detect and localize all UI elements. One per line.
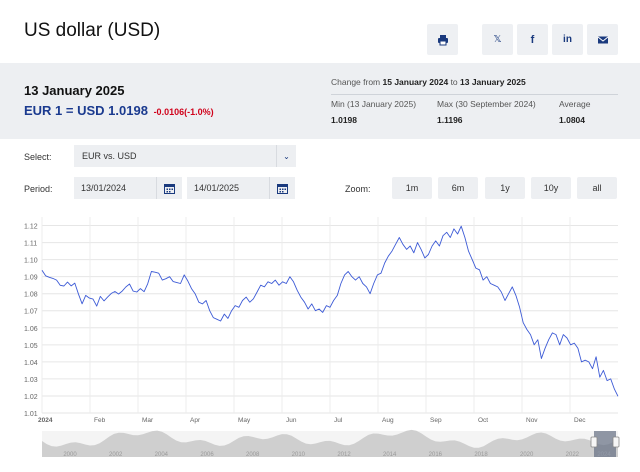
y-tick-label: 1.10 — [24, 258, 38, 265]
navigator-label: 2018 — [474, 452, 488, 458]
x-tick-label: Feb — [94, 417, 106, 424]
stat-min-label: Min (13 January 2025) — [331, 99, 417, 109]
x-tick-label: Sep — [430, 417, 442, 424]
rate-change: -0.0106(-1.0%) — [153, 107, 214, 117]
zoom-1y-button[interactable]: 1y — [485, 177, 525, 199]
stat-average: Average 1.0804 — [559, 99, 591, 125]
x-tick-label: Mar — [142, 417, 154, 424]
y-tick-label: 1.02 — [24, 394, 38, 401]
navigator-label: 2002 — [109, 452, 123, 458]
print-icon — [437, 34, 448, 45]
navigator-label: 2000 — [63, 452, 77, 458]
calendar-icon[interactable] — [156, 177, 182, 199]
x-tick-label: Nov — [526, 417, 538, 424]
stat-max: Max (30 September 2024) 1.1196 — [437, 99, 536, 125]
share-linkedin-button[interactable]: in — [552, 24, 583, 55]
stat-min: Min (13 January 2025) 1.0198 — [331, 99, 416, 125]
period-label: Period: — [24, 184, 53, 194]
series-group — [41, 225, 619, 397]
navigator-label: 2014 — [383, 452, 397, 458]
navigator-label: 2022 — [566, 452, 580, 458]
x-tick-label: Jun — [286, 417, 297, 424]
y-tick-label: 1.07 — [24, 309, 38, 316]
email-icon — [597, 36, 608, 43]
x-tick-label: Aug — [382, 417, 394, 424]
x-tick-label: 2024 — [38, 417, 53, 424]
navigator-label: 2012 — [337, 452, 351, 458]
x-tick-label: Apr — [190, 417, 201, 424]
zoom-1m-button[interactable]: 1m — [392, 177, 432, 199]
series-line — [41, 225, 619, 397]
date-from-input[interactable]: 13/01/2024 — [74, 177, 182, 199]
rate-date: 13 January 2025 — [24, 83, 125, 98]
change-prefix: Change from — [331, 77, 383, 87]
y-tick-label: 1.05 — [24, 343, 38, 350]
stat-average-label: Average — [559, 99, 591, 109]
y-tick-label: 1.01 — [24, 411, 38, 418]
navigator-label: 2010 — [292, 452, 306, 458]
stat-max-value: 1.1196 — [437, 115, 463, 125]
zoom-10y-button[interactable]: 10y — [531, 177, 571, 199]
stats-divider — [331, 94, 618, 95]
x-axis-ticks: 2024 Feb Mar Apr May Jun Jul Aug Sep Oct Nov Dec — [38, 417, 586, 424]
y-tick-label: 1.06 — [24, 326, 38, 333]
linkedin-icon: in — [563, 34, 572, 45]
calendar-icon[interactable] — [269, 177, 295, 199]
x-tick-label: Oct — [478, 417, 488, 424]
navigator-handle[interactable] — [590, 436, 598, 448]
navigator-area — [42, 429, 618, 457]
stat-min-value: 1.0198 — [331, 115, 357, 125]
share-facebook-button[interactable]: f — [517, 24, 548, 55]
change-period: Change from 15 January 2024 to 13 Januar… — [331, 77, 618, 87]
share-x-button[interactable]: 𝕏 — [482, 24, 513, 55]
y-axis-ticks: 1.01 1.02 1.03 1.04 1.05 1.06 1.07 1.08 1.09 1.10… — [24, 224, 38, 418]
navigator-label: 2004 — [155, 452, 169, 458]
page-title: US dollar (USD) — [24, 20, 161, 41]
x-tick-label: Dec — [574, 417, 586, 424]
navigator-label: 2008 — [246, 452, 260, 458]
stat-max-label: Max (30 September 2024) — [437, 99, 536, 109]
exchange-rate-chart[interactable]: 1.01 1.02 1.03 1.04 1.05 1.06 1.07 1.08 1.09 1.10… — [0, 205, 640, 467]
currency-select-value: EUR vs. USD — [82, 151, 137, 161]
change-from-date: 15 January 2024 — [382, 77, 449, 87]
zoom-6m-button[interactable]: 6m — [438, 177, 478, 199]
y-tick-label: 1.09 — [24, 275, 38, 282]
navigator-label: 2006 — [200, 452, 214, 458]
x-tick-label: May — [238, 417, 251, 424]
change-to-word: to — [448, 77, 461, 87]
change-to-date: 13 January 2025 — [460, 77, 526, 87]
zoom-label: Zoom: — [345, 184, 371, 194]
date-to-input[interactable]: 14/01/2025 — [187, 177, 295, 199]
chart-grid — [41, 217, 618, 414]
share-email-button[interactable] — [587, 24, 618, 55]
navigator-handle[interactable] — [612, 436, 620, 448]
currency-select[interactable]: EUR vs. USD ⌄ — [74, 145, 296, 167]
rate-line: EUR 1 = USD 1.0198 -0.0106(-1.0%) — [24, 103, 214, 118]
y-tick-label: 1.12 — [24, 224, 38, 231]
facebook-icon: f — [530, 33, 535, 46]
x-icon: 𝕏 — [493, 34, 502, 45]
print-button[interactable] — [427, 24, 458, 55]
date-to-value: 14/01/2025 — [194, 183, 240, 193]
select-label: Select: — [24, 152, 52, 162]
rate-info-panel: 13 January 2025 EUR 1 = USD 1.0198 -0.01… — [0, 63, 640, 139]
date-from-value: 13/01/2024 — [81, 183, 127, 193]
navigator-label: 2020 — [520, 452, 534, 458]
x-tick-label: Jul — [334, 417, 343, 424]
y-tick-label: 1.03 — [24, 377, 38, 384]
stat-average-value: 1.0804 — [559, 115, 585, 125]
navigator[interactable]: 2000 2002 2004 2006 2008 2010 2012 2014 2016 2018… — [42, 429, 620, 458]
rate-value: EUR 1 = USD 1.0198 — [24, 103, 148, 118]
chevron-down-icon: ⌄ — [276, 145, 296, 167]
y-tick-label: 1.11 — [24, 241, 37, 248]
navigator-label: 2016 — [429, 452, 443, 458]
zoom-all-button[interactable]: all — [577, 177, 617, 199]
y-tick-label: 1.08 — [24, 292, 38, 299]
y-tick-label: 1.04 — [24, 360, 38, 367]
stats-block: Change from 15 January 2024 to 13 Januar… — [331, 77, 618, 125]
navigator-selection[interactable] — [594, 431, 616, 457]
